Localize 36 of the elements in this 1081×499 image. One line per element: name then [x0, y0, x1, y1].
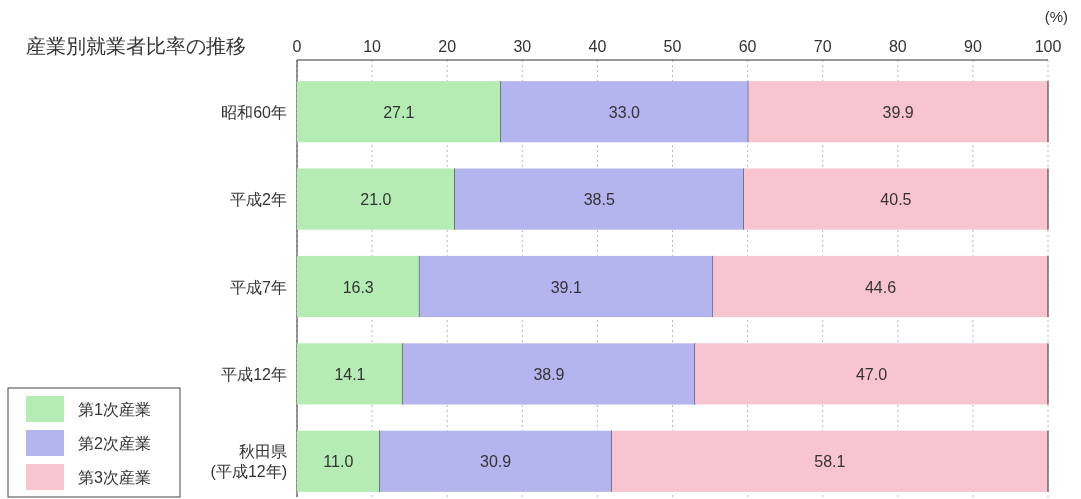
- text: 産業別就業者比率の推移: [26, 35, 246, 57]
- data-label: 21.0: [360, 191, 392, 209]
- y-tick-label: 平成2年: [230, 191, 287, 209]
- x-tick-label: 80: [888, 38, 907, 55]
- x-tick-label: 30: [513, 38, 532, 55]
- y-tick-label: 秋田県 (平成12年): [210, 443, 287, 481]
- data-label: 39.1: [550, 278, 582, 296]
- data-label: 44.6: [864, 278, 897, 296]
- x-axis-title: (%): [1044, 8, 1068, 25]
- x-tick-label: 60: [738, 38, 757, 55]
- data-label: 58.1: [814, 453, 846, 471]
- legend-label: 第1次産業: [78, 401, 151, 418]
- data-label: 30.9: [480, 453, 512, 471]
- x-tick-label: 40: [588, 38, 607, 55]
- data-label: 38.5: [583, 191, 615, 209]
- x-tick-label: 10: [363, 38, 382, 55]
- data-label: 39.9: [882, 103, 914, 121]
- data-label: 38.9: [533, 365, 565, 383]
- data-label: 14.1: [334, 365, 366, 383]
- x-tick-label: 20: [438, 38, 457, 55]
- y-tick-label: 平成12年: [221, 365, 287, 383]
- y-tick-label: 平成7年: [230, 278, 287, 296]
- data-label: 40.5: [880, 191, 912, 209]
- x-tick-label: 100: [1034, 38, 1062, 55]
- x-tick-label: 70: [813, 38, 832, 55]
- legend-label: 第3次産業: [78, 469, 151, 486]
- y-tick-label: 昭和60年: [221, 103, 287, 121]
- data-label: 47.0: [855, 365, 888, 383]
- data-label: 33.0: [608, 103, 641, 121]
- x-tick-label: 50: [663, 38, 682, 55]
- legend-label: 第2次産業: [78, 435, 151, 452]
- x-tick-label: 90: [964, 38, 982, 55]
- x-tick-label: 0: [292, 38, 302, 55]
- data-label: 16.3: [342, 278, 374, 296]
- data-label: 27.1: [383, 103, 415, 121]
- data-label: 11.0: [323, 453, 354, 471]
